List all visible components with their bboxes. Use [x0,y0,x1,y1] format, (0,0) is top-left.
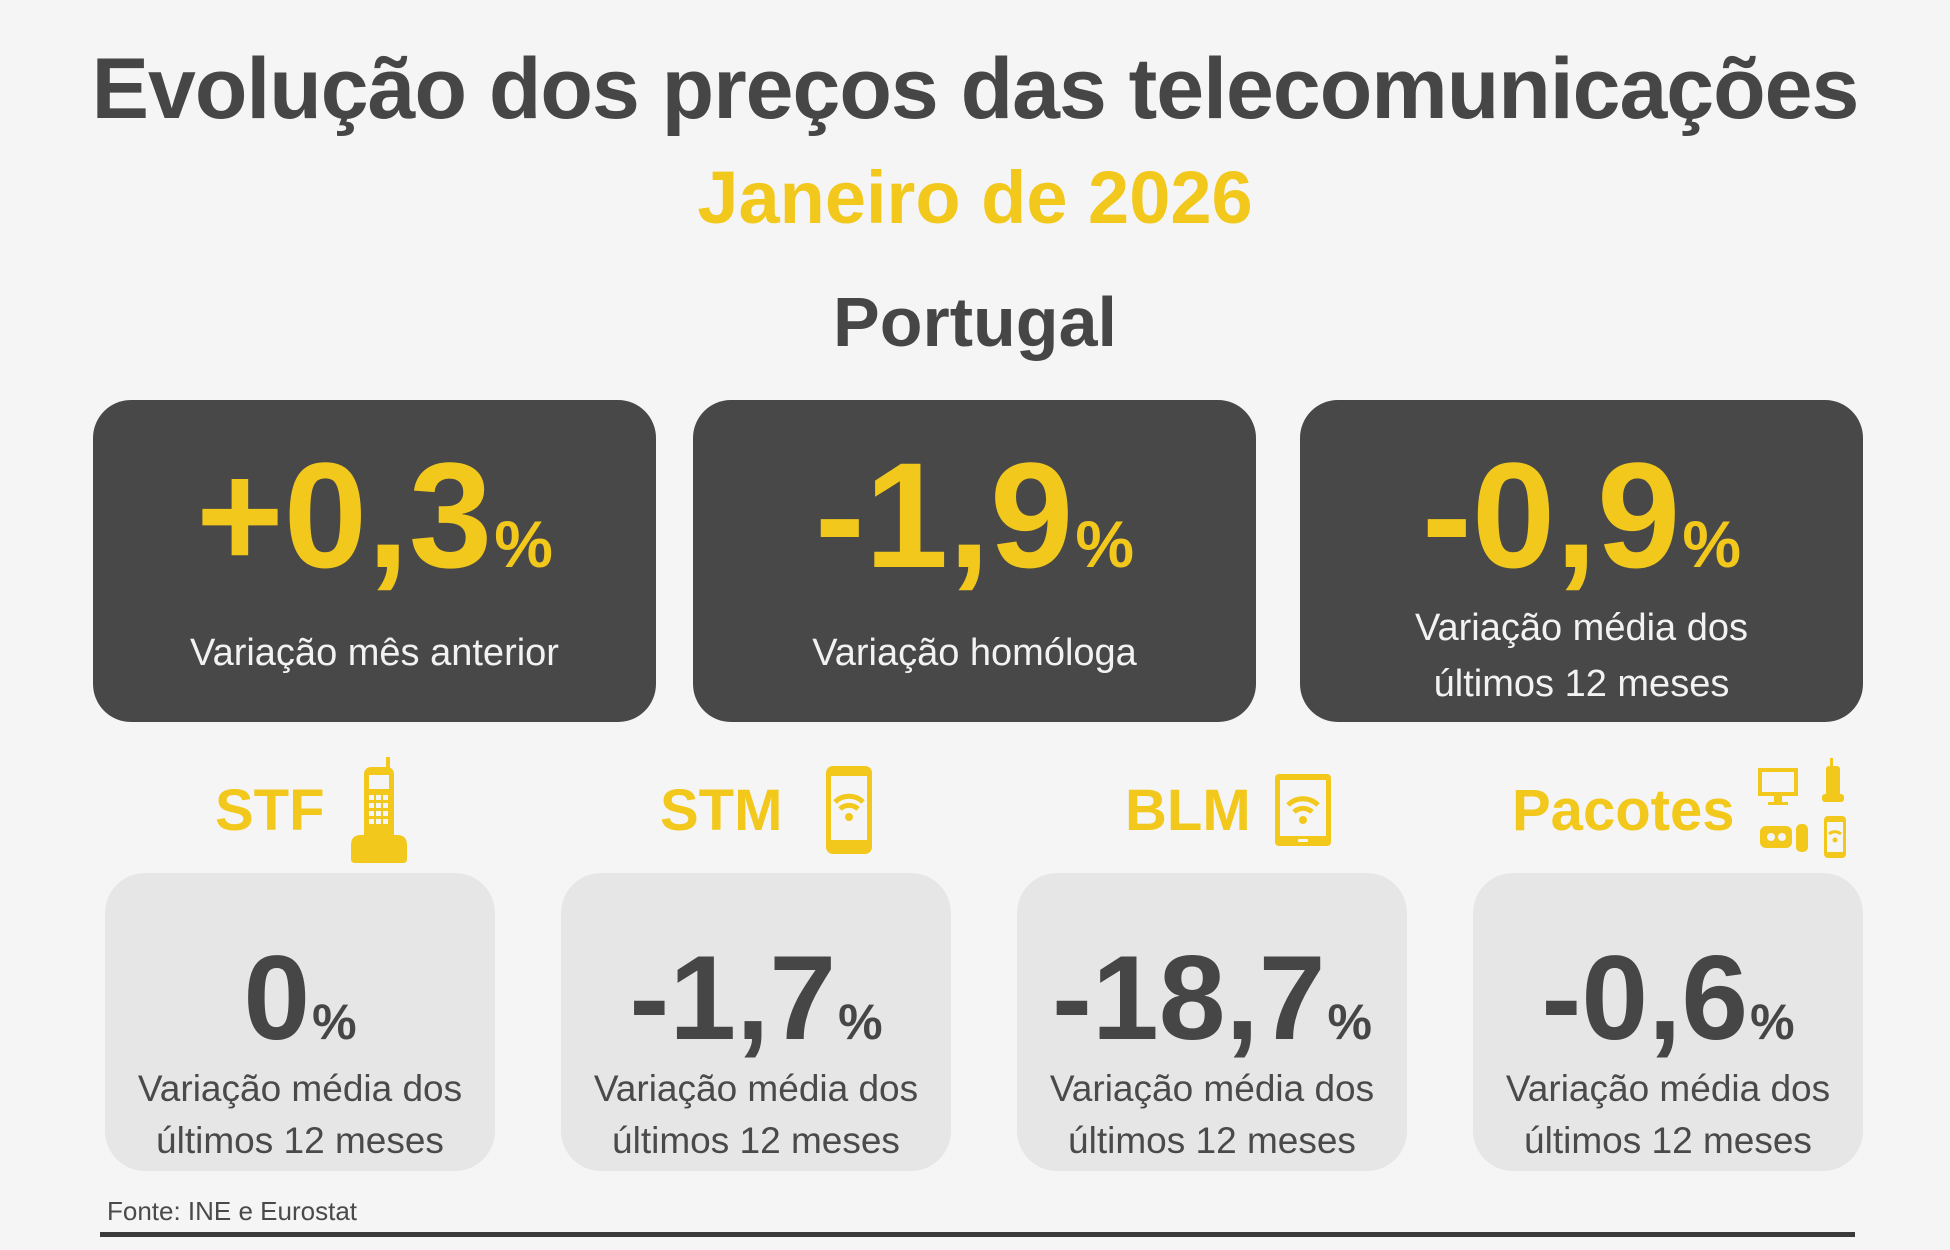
category-value-label: Variação média dos últimos 12 meses [1049,1068,1375,1161]
summary-value: +0,3% [196,431,553,599]
category-heading-stm: STM [660,750,874,870]
category-label: STF [215,777,325,843]
category-value: -18,7% [1052,931,1372,1065]
category-value: -0,6% [1541,931,1795,1065]
category-value: -1,7% [629,931,883,1065]
category-label: BLM [1125,777,1251,843]
category-card-stf: 0% Variação média dos últimos 12 meses [105,873,495,1171]
category-heading-blm: BLM [1125,750,1333,870]
category-heading-pacotes: Pacotes [1512,750,1860,870]
smartphone-wifi-icon [824,764,874,856]
page-title: Evolução dos preços das telecomunicações [91,41,1860,137]
summary-label: Variação mês anterior [190,632,559,674]
cordless-phone-icon [347,755,411,865]
summary-card-yearly: -1,9% Variação homóloga [693,400,1256,722]
summary-card-12-month-average: -0,9% Variação média dos últimos 12 mese… [1300,400,1863,722]
summary-label: Variação média dos últimos 12 meses [1414,607,1749,705]
category-label: Pacotes [1512,777,1735,843]
category-label: STM [660,777,783,843]
region-heading: Portugal [833,283,1117,361]
footer-divider [100,1232,1855,1237]
category-value-label: Variação média dos últimos 12 meses [137,1068,463,1161]
summary-label: Variação homóloga [812,632,1137,674]
bundle-devices-icon [1756,754,1860,866]
category-heading-stf: STF [215,750,411,870]
category-card-blm: -18,7% Variação média dos últimos 12 mes… [1017,873,1407,1171]
summary-card-monthly: +0,3% Variação mês anterior [93,400,656,722]
category-value-label: Variação média dos últimos 12 meses [593,1068,919,1161]
summary-value: -0,9% [1421,431,1742,599]
category-card-pacotes: -0,6% Variação média dos últimos 12 mese… [1473,873,1863,1171]
page-subtitle: Janeiro de 2026 [697,156,1253,239]
tablet-wifi-icon [1273,772,1333,848]
source-note: Fonte: INE e Eurostat [107,1196,358,1226]
summary-value: -1,9% [814,431,1135,599]
category-value-label: Variação média dos últimos 12 meses [1505,1068,1831,1161]
category-value: 0% [243,931,357,1065]
category-card-stm: -1,7% Variação média dos últimos 12 mese… [561,873,951,1171]
